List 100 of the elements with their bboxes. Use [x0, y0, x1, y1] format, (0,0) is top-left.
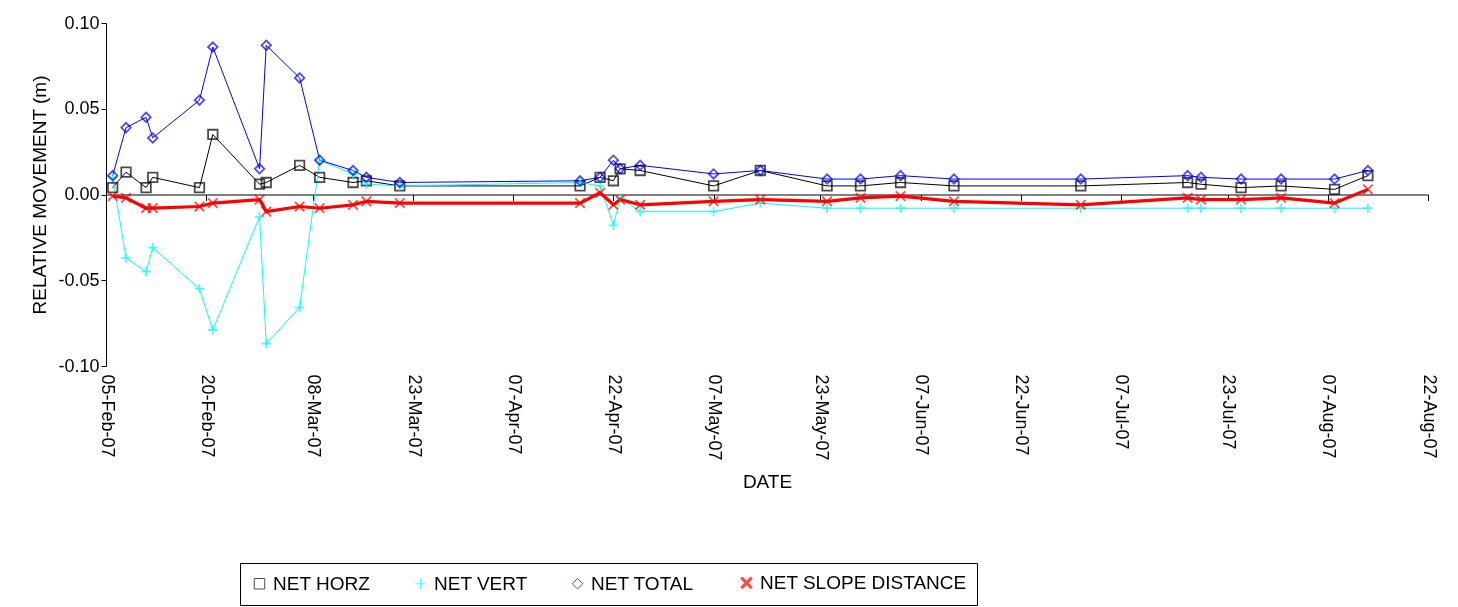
x-tick-label: 22-Jun-07 — [1012, 374, 1033, 456]
x-tick-label: 07-Jun-07 — [912, 374, 933, 456]
point — [1328, 197, 1341, 209]
x-tick-label: 07-May-07 — [705, 374, 726, 461]
point — [347, 199, 359, 211]
y-tick-label: 0.00 — [64, 184, 100, 204]
point — [894, 190, 907, 202]
point — [948, 173, 960, 185]
point — [607, 199, 620, 211]
point — [260, 39, 272, 51]
point — [854, 202, 867, 214]
point — [607, 175, 620, 187]
point — [1275, 173, 1287, 185]
point — [1195, 178, 1207, 190]
point — [707, 180, 720, 192]
point — [1275, 180, 1287, 192]
point — [1362, 164, 1374, 177]
point — [314, 171, 326, 183]
point — [948, 195, 960, 207]
point — [707, 195, 720, 207]
point — [394, 197, 406, 209]
point — [821, 202, 833, 214]
x-tick-label: 05-Feb-07 — [97, 374, 118, 458]
point — [707, 206, 720, 218]
x-tick-label: 07-Jul-07 — [1112, 374, 1133, 450]
point — [1328, 173, 1341, 185]
x-axis-title: DATE — [742, 470, 793, 492]
point — [894, 202, 907, 214]
point — [260, 206, 272, 218]
point — [1275, 192, 1287, 204]
point — [1235, 182, 1247, 194]
point — [1075, 180, 1087, 192]
point — [594, 180, 606, 192]
point — [347, 164, 359, 177]
point — [821, 173, 833, 185]
point — [347, 168, 359, 180]
x-tick-label: 22-Apr-07 — [604, 374, 625, 455]
point — [1235, 173, 1247, 185]
point — [574, 197, 586, 209]
point — [1075, 173, 1087, 185]
point — [854, 192, 867, 204]
legend-label: NET HORZ — [273, 572, 371, 594]
x-tick-label: 23-Mar-07 — [404, 374, 425, 458]
x-tick-label: 23-May-07 — [811, 374, 832, 461]
x-tick-label: 20-Feb-07 — [197, 374, 218, 458]
point — [1235, 194, 1247, 206]
point — [1235, 202, 1247, 214]
point — [1195, 202, 1207, 214]
legend-label: NET TOTAL — [591, 572, 694, 594]
point — [634, 199, 646, 211]
legend-label: NET SLOPE DISTANCE — [760, 571, 967, 593]
point — [347, 176, 359, 189]
point — [1181, 176, 1194, 189]
point — [1195, 194, 1207, 206]
point — [360, 195, 373, 207]
x-tick-label: 08-Mar-07 — [304, 374, 325, 458]
point — [1328, 202, 1341, 214]
point — [1195, 171, 1207, 183]
point — [1362, 169, 1374, 182]
point — [894, 176, 907, 189]
x-tick-label: 22-Aug-07 — [1419, 374, 1440, 459]
x-tick-label: 07-Aug-07 — [1319, 374, 1340, 459]
y-axis-title: RELATIVE MOVEMENT (m) — [29, 75, 51, 315]
point — [1362, 183, 1374, 195]
point — [293, 200, 306, 213]
point — [1181, 202, 1194, 214]
legend-label: NET VERT — [434, 572, 528, 594]
point — [293, 72, 306, 84]
x-tick-label: 23-Jul-07 — [1219, 374, 1240, 450]
point — [293, 302, 306, 314]
point — [574, 180, 586, 192]
y-tick-label: 0.05 — [64, 98, 100, 119]
point — [854, 173, 867, 185]
point — [260, 176, 272, 189]
point — [607, 154, 620, 166]
point — [394, 176, 406, 189]
point — [707, 168, 720, 180]
point — [854, 180, 867, 192]
y-tick-label: -0.10 — [58, 355, 100, 376]
y-tick-label: -0.05 — [58, 269, 100, 290]
point — [1362, 202, 1374, 214]
point — [1328, 183, 1341, 195]
point — [634, 164, 646, 177]
y-tick-label: 0.10 — [64, 12, 100, 33]
point — [1275, 202, 1287, 214]
point — [594, 187, 606, 199]
point — [314, 202, 326, 214]
point — [260, 338, 272, 350]
point — [821, 180, 833, 192]
point — [293, 159, 306, 171]
point — [634, 206, 646, 218]
point — [948, 202, 960, 214]
point — [948, 180, 960, 192]
x-tick-label: 07-Apr-07 — [504, 374, 525, 455]
point — [894, 169, 907, 182]
point — [1181, 192, 1194, 204]
point — [634, 159, 646, 171]
point — [821, 195, 833, 207]
point — [1181, 169, 1194, 182]
point — [360, 171, 373, 183]
